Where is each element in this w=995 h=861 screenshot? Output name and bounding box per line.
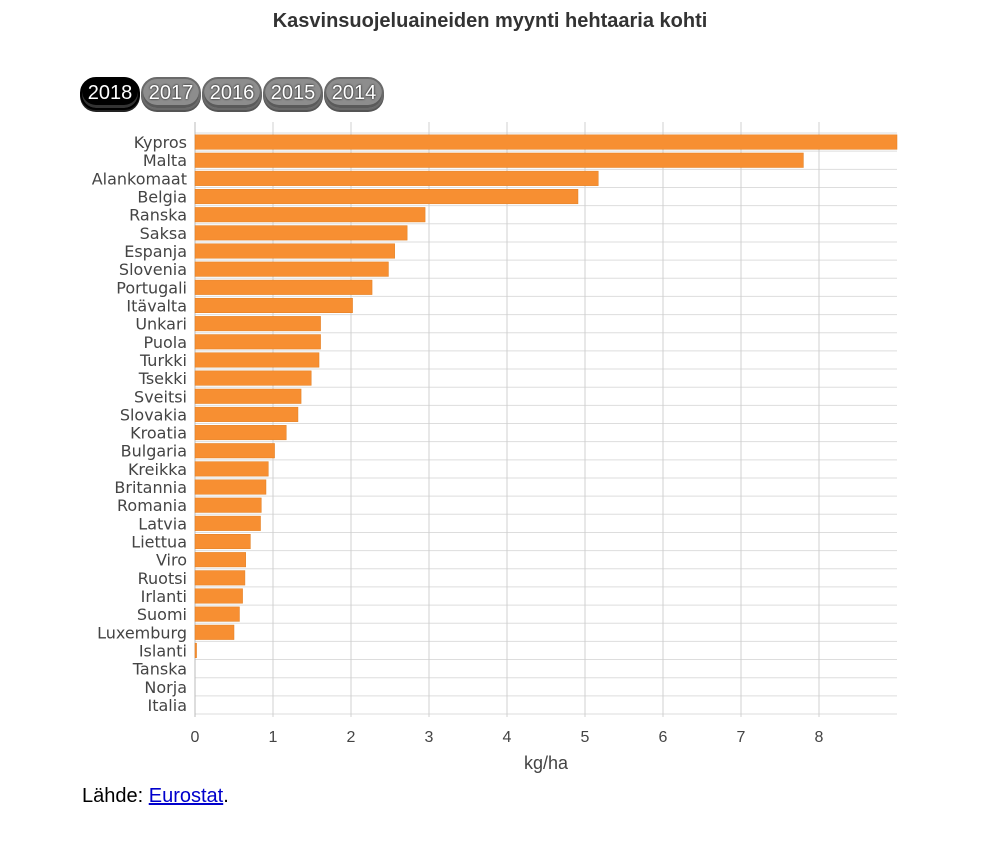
- category-label: Liettua: [131, 533, 187, 552]
- bar-saksa: [194, 225, 408, 241]
- source-link[interactable]: Eurostat: [148, 785, 224, 807]
- bar-kreikka: [194, 461, 269, 477]
- year-button-2014[interactable]: 2014: [324, 77, 384, 110]
- category-label: Tsekki: [138, 369, 187, 388]
- category-label: Islanti: [139, 641, 187, 660]
- x-tick-label: 5: [581, 729, 590, 746]
- category-label: Ruotsi: [138, 569, 187, 588]
- category-labels: KyprosMaltaAlankomaatBelgiaRanskaSaksaEs…: [92, 133, 187, 715]
- category-label: Slovakia: [120, 405, 187, 424]
- category-label: Turkki: [139, 351, 187, 370]
- bar-turkki: [194, 352, 320, 368]
- category-label: Sveitsi: [134, 387, 187, 406]
- source-line: Lähde: Eurostat.: [82, 785, 229, 808]
- bar-layer: [194, 134, 898, 658]
- category-label: Suomi: [137, 605, 187, 624]
- category-label: Britannia: [114, 478, 187, 497]
- bar-portugali: [194, 279, 373, 295]
- category-label: Kypros: [134, 133, 187, 152]
- x-tick-label: 3: [425, 729, 434, 746]
- category-label: Unkari: [135, 315, 187, 334]
- category-label: Irlanti: [141, 587, 187, 606]
- bar-romania: [194, 497, 262, 513]
- bar-liettua: [194, 534, 251, 550]
- category-label: Alankomaat: [92, 169, 187, 188]
- category-label: Slovenia: [119, 260, 187, 279]
- bar-kroatia: [194, 425, 287, 441]
- category-label: Luxemburg: [97, 623, 187, 642]
- x-tick-label: 1: [269, 729, 278, 746]
- bar-ranska: [194, 207, 426, 223]
- category-label: Espanja: [124, 242, 187, 261]
- source-suffix: .: [223, 785, 229, 807]
- bar-suomi: [194, 606, 240, 622]
- category-label: Saksa: [140, 224, 187, 243]
- category-label: Italia: [148, 696, 188, 715]
- category-label: Romania: [117, 496, 187, 515]
- x-tick-label: 4: [503, 729, 512, 746]
- x-axis-ticks: 0 1 2 3 4 5 6 7 8: [191, 729, 824, 746]
- bar-slovenia: [194, 261, 389, 277]
- bar-viro: [194, 552, 246, 568]
- bar-slovakia: [194, 406, 299, 422]
- category-label: Belgia: [137, 188, 187, 207]
- category-label: Itävalta: [126, 296, 187, 315]
- bar-ruotsi: [194, 570, 246, 586]
- source-prefix: Lähde:: [82, 785, 149, 807]
- x-tick-label: 2: [347, 729, 356, 746]
- bar-irlanti: [194, 588, 243, 604]
- x-tick-label: 7: [737, 729, 746, 746]
- bar-belgia: [194, 189, 579, 205]
- bar-puola: [194, 334, 321, 350]
- category-label: Norja: [144, 678, 187, 697]
- category-label: Ranska: [129, 206, 187, 225]
- bar-bulgaria: [194, 443, 275, 459]
- bar-latvia: [194, 515, 261, 531]
- year-button-2015[interactable]: 2015: [263, 77, 323, 110]
- bar-islanti: [194, 642, 197, 658]
- bar-kypros: [194, 134, 898, 150]
- category-label: Portugali: [116, 278, 187, 297]
- year-button-2018[interactable]: 2018: [80, 77, 140, 110]
- year-button-2017[interactable]: 2017: [141, 77, 201, 110]
- x-axis-label: kg/ha: [524, 753, 569, 773]
- category-label: Viro: [156, 551, 187, 570]
- bar-espanja: [194, 243, 395, 259]
- category-label: Puola: [143, 333, 187, 352]
- bar-luxemburg: [194, 624, 235, 640]
- year-button-2016[interactable]: 2016: [202, 77, 262, 110]
- bar-alankomaat: [194, 170, 599, 186]
- category-label: Latvia: [138, 514, 187, 533]
- bar-tsekki: [194, 370, 312, 386]
- bar-sveitsi: [194, 388, 302, 404]
- x-tick-label: 0: [191, 729, 200, 746]
- x-tick-label: 8: [815, 729, 824, 746]
- bar-malta: [194, 152, 804, 168]
- bar-unkari: [194, 316, 321, 332]
- chart-title: Kasvinsuojeluaineiden myynti hehtaaria k…: [272, 10, 708, 32]
- category-label: Malta: [143, 151, 187, 170]
- category-label: Bulgaria: [121, 442, 187, 461]
- x-tick-label: 6: [659, 729, 668, 746]
- category-label: Kreikka: [128, 460, 187, 479]
- category-label: Kroatia: [130, 424, 187, 443]
- bar-britannia: [194, 479, 267, 495]
- category-label: Tanska: [132, 660, 187, 679]
- bar-itävalta: [194, 297, 353, 313]
- year-selector: 2018 2017 2016 2015 2014: [80, 77, 384, 110]
